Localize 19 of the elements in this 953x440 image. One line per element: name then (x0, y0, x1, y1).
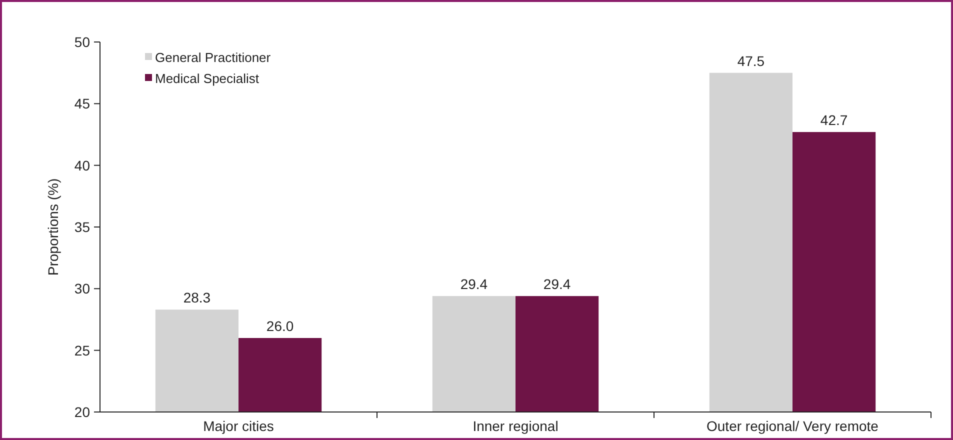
y-tick-label: 30 (74, 280, 90, 297)
y-tick-label: 50 (74, 34, 90, 50)
data-label: 47.5 (737, 52, 765, 69)
y-tick-label: 25 (74, 342, 90, 358)
legend-label: Medical Specialist (155, 71, 260, 86)
y-tick-label: 20 (74, 404, 90, 420)
y-tick-label: 35 (74, 219, 90, 235)
y-axis-title: Proportions (%) (45, 178, 61, 276)
y-tick-label: 40 (74, 157, 90, 174)
data-label: 26.0 (266, 318, 294, 334)
x-tick-label: Major cities (203, 418, 274, 434)
x-tick-label: Inner regional (472, 418, 558, 434)
data-label: 29.4 (543, 276, 571, 292)
x-tick-label: Outer regional/ Very remote (706, 418, 879, 434)
y-tick-label: 45 (74, 96, 90, 112)
data-label: 29.4 (460, 276, 488, 292)
legend-label: General Practitioner (155, 50, 272, 65)
data-label: 42.7 (820, 112, 848, 128)
data-label: 28.3 (183, 290, 211, 306)
